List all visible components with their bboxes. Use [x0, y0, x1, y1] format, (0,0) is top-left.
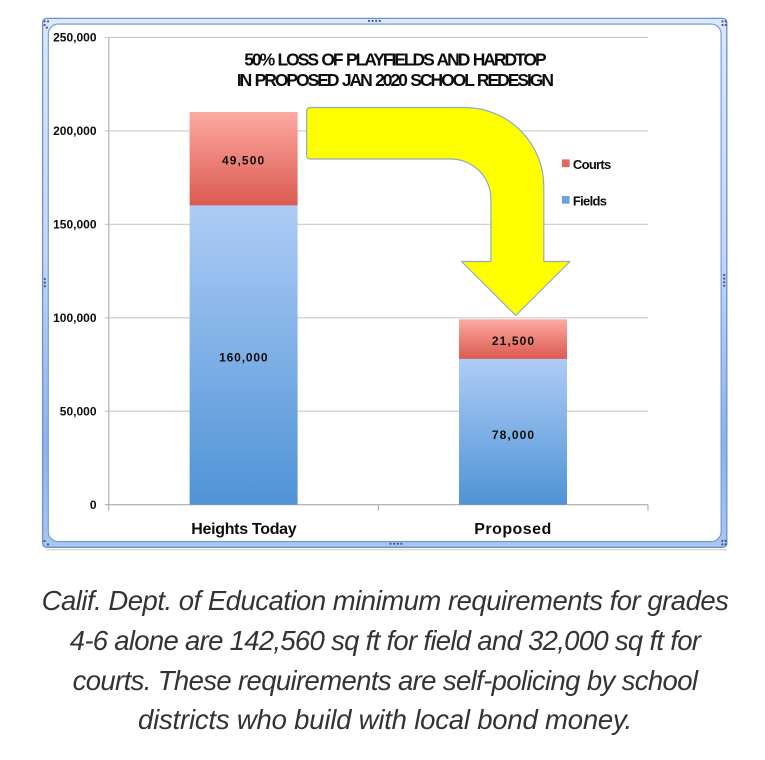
svg-text:Heights Today: Heights Today: [191, 521, 297, 538]
svg-text:50% LOSS OF PLAYFIELDS AND HAR: 50% LOSS OF PLAYFIELDS AND HARDTOP: [244, 50, 547, 70]
svg-text:78,000: 78,000: [492, 428, 535, 442]
svg-text:Proposed: Proposed: [474, 521, 551, 538]
svg-text:courts. These requirements are: courts. These requirements are self-poli…: [73, 665, 699, 696]
svg-text:150,000: 150,000: [53, 218, 97, 232]
svg-text:200,000: 200,000: [53, 124, 97, 138]
svg-text:Calif. Dept. of Education mini: Calif. Dept. of Education minimum requir…: [42, 585, 730, 616]
svg-text:100,000: 100,000: [53, 311, 97, 325]
svg-text:49,500: 49,500: [222, 154, 265, 168]
svg-text:50,000: 50,000: [60, 405, 97, 419]
svg-text:Fields: Fields: [573, 194, 607, 209]
svg-text:4-6 alone are 142,560 sq ft fo: 4-6 alone are 142,560 sq ft for field an…: [70, 625, 703, 656]
svg-text:21,500: 21,500: [492, 334, 535, 348]
svg-text:250,000: 250,000: [53, 31, 97, 45]
svg-text:districts who build with local: districts who build with local bond mone…: [138, 704, 632, 735]
svg-text:160,000: 160,000: [219, 350, 268, 364]
svg-text:Courts: Courts: [573, 157, 611, 172]
svg-text:0: 0: [90, 498, 97, 512]
svg-text:IN PROPOSED JAN 2020 SCHOOL RE: IN PROPOSED JAN 2020 SCHOOL REDESIGN: [237, 70, 554, 90]
